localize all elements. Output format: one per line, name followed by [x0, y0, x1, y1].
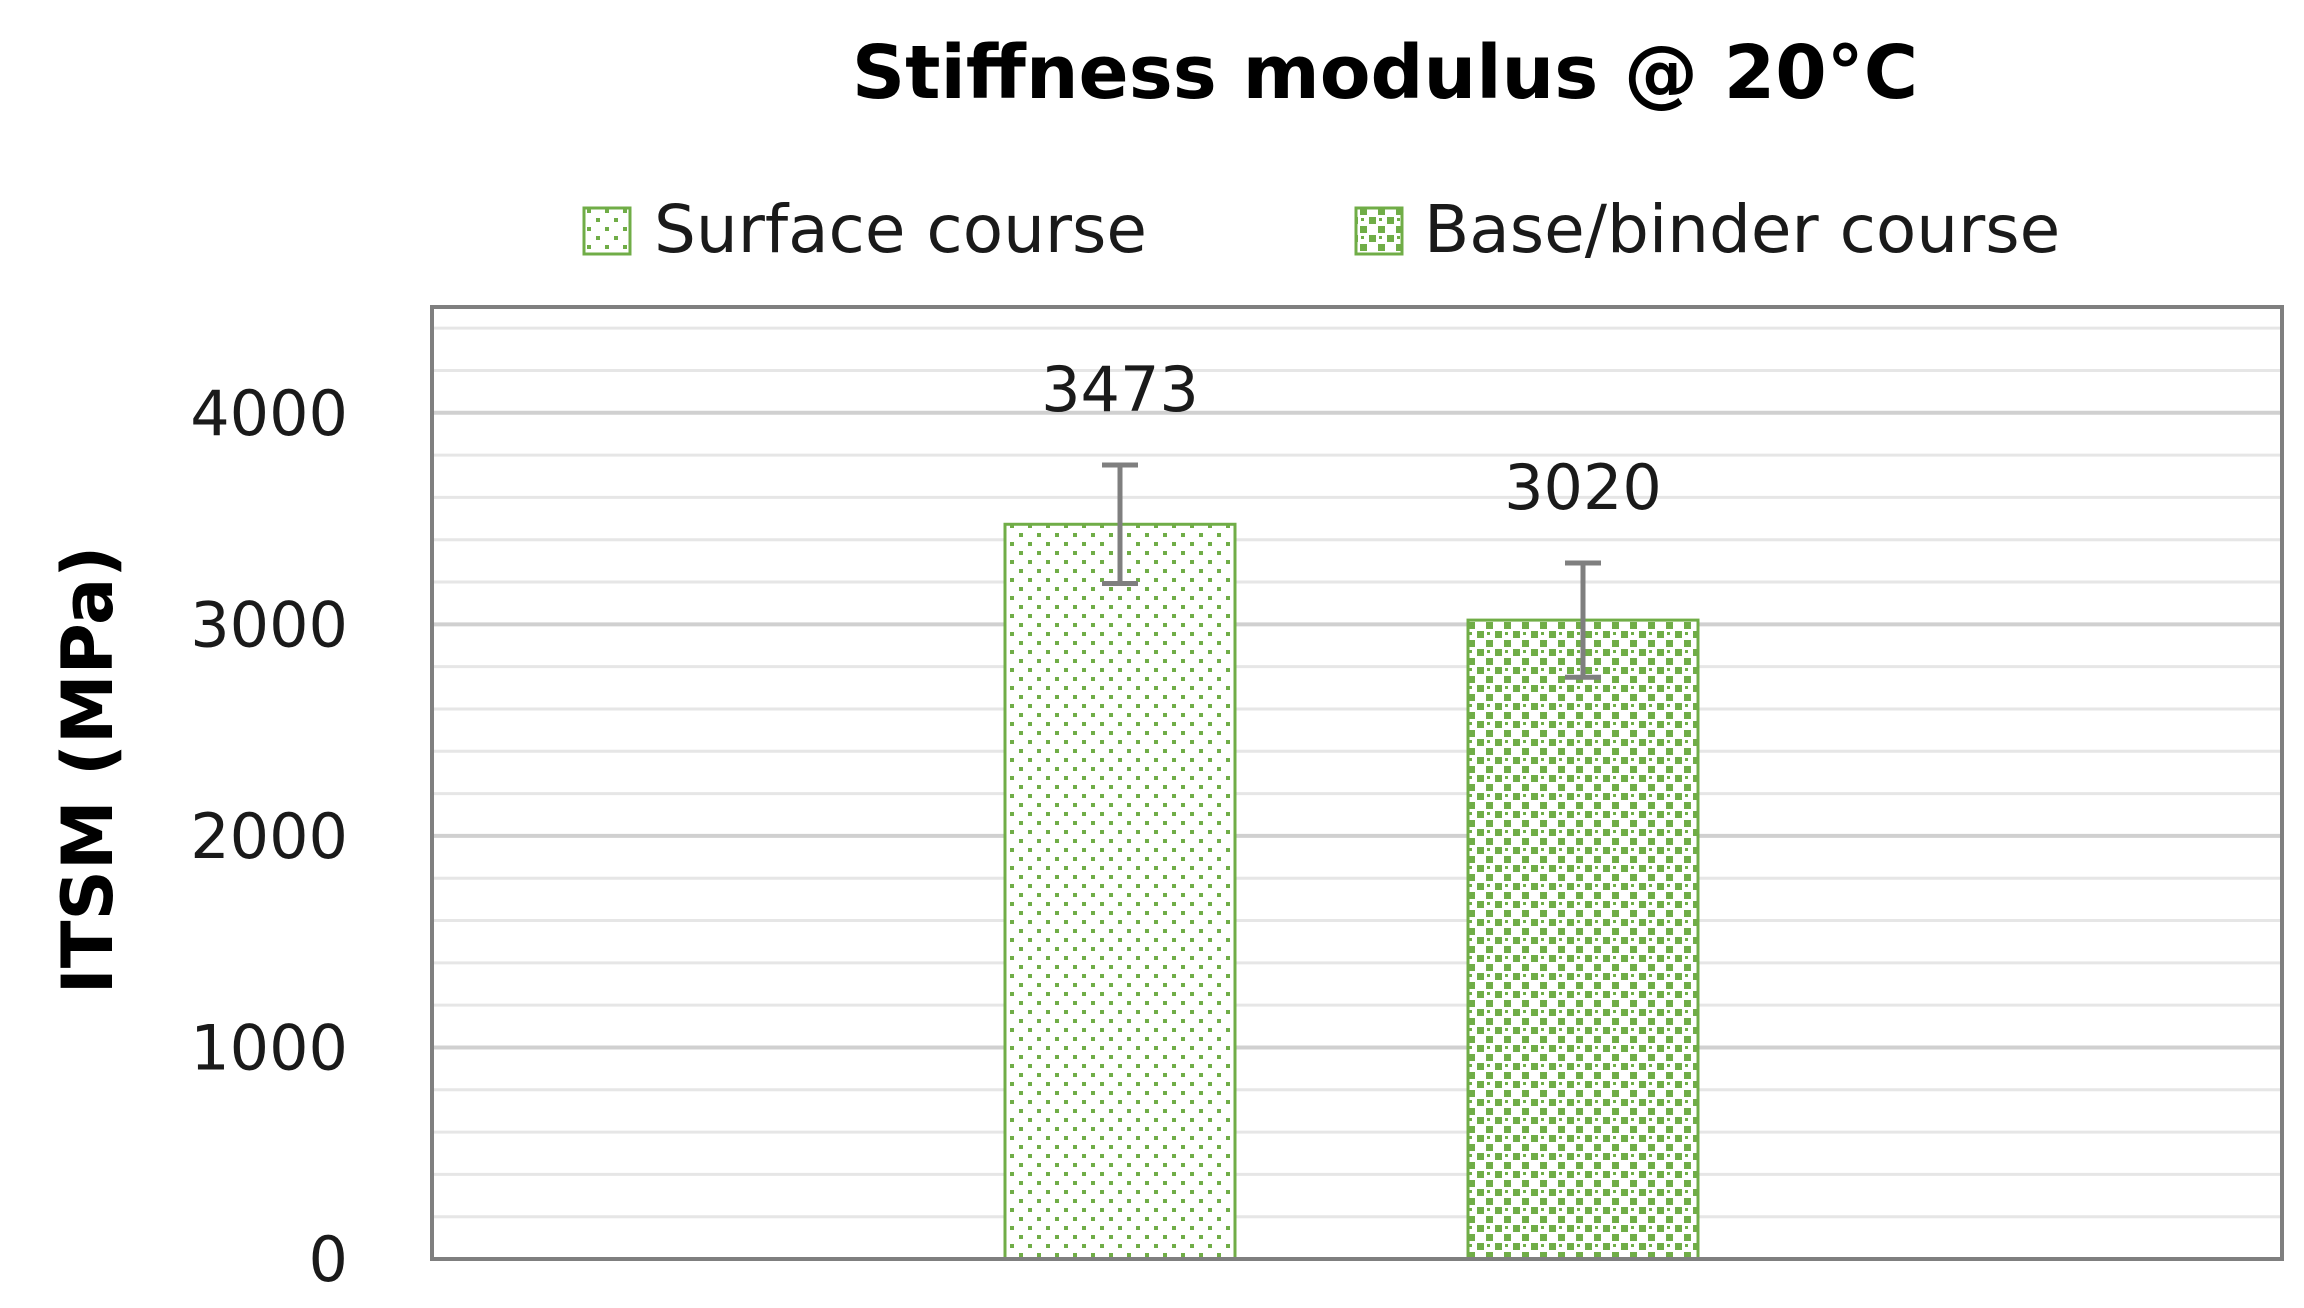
bar [1003, 522, 1237, 1261]
legend: Surface course Base/binder course [582, 191, 2060, 268]
legend-label-base-binder-course: Base/binder course [1424, 191, 2060, 268]
legend-swatch-base-binder-course [1354, 206, 1404, 256]
chart-title: Stiffness modulus @ 20°C [852, 30, 1918, 116]
y-tick-label: 1000 [190, 1011, 348, 1084]
y-tick-label: 4000 [190, 377, 348, 450]
y-tick-label: 3000 [190, 588, 348, 661]
plot-background [432, 307, 2282, 1259]
plot-area: 0 1000 2000 3000 4000 3473 3020 [190, 305, 2284, 1296]
plot-border [430, 305, 2284, 1261]
y-tick-label: 2000 [190, 800, 348, 873]
y-tick-label: 0 [309, 1223, 348, 1296]
legend-item-surface-course: Surface course [582, 191, 1147, 268]
gridlines [432, 326, 2282, 1219]
y-axis-title: ITSM (MPa) [47, 546, 129, 995]
legend-item-base-binder-course: Base/binder course [1354, 191, 2060, 268]
bar-data-label: 3020 [1504, 451, 1662, 524]
bar-data-label: 3473 [1041, 353, 1199, 426]
bar [1466, 618, 1700, 1261]
bars: 3473 3020 [1003, 353, 1700, 1261]
legend-swatch-surface-course [582, 206, 632, 256]
bar-group: 3020 [1466, 451, 1700, 1261]
bar-group: 3473 [1003, 353, 1237, 1261]
y-axis-ticks: 0 1000 2000 3000 4000 [190, 377, 348, 1296]
legend-label-surface-course: Surface course [654, 191, 1147, 268]
